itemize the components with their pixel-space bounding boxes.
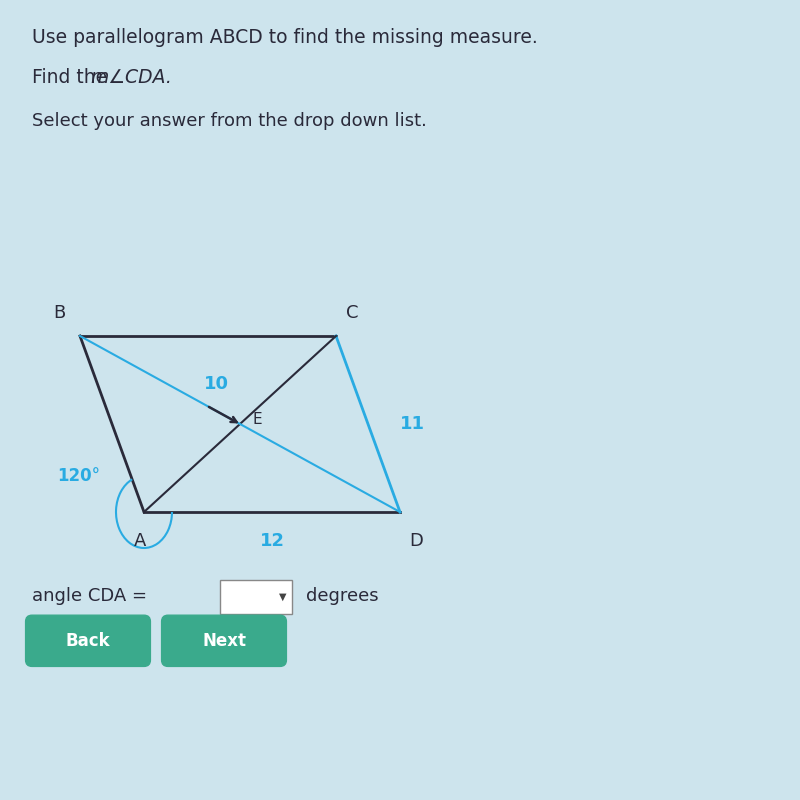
Text: Select your answer from the drop down list.: Select your answer from the drop down li… [32,112,427,130]
Text: 120°: 120° [57,467,100,485]
Text: C: C [346,304,358,322]
Text: Use parallelogram ABCD to find the missing measure.: Use parallelogram ABCD to find the missi… [32,28,538,47]
Text: 10: 10 [203,375,229,393]
Text: Back: Back [66,632,110,650]
FancyBboxPatch shape [162,615,286,666]
FancyBboxPatch shape [220,580,292,614]
Text: A: A [134,532,146,550]
Text: Next: Next [202,632,246,650]
Text: B: B [54,304,66,322]
FancyBboxPatch shape [26,615,150,666]
Text: 12: 12 [259,532,285,550]
Text: D: D [410,532,423,550]
Text: Find the: Find the [32,68,113,87]
Text: degrees: degrees [306,587,379,605]
Text: E: E [252,413,262,427]
Text: 11: 11 [400,415,425,433]
Text: m∠CDA.: m∠CDA. [90,68,172,87]
Text: ▼: ▼ [278,592,286,602]
Text: angle CDA =: angle CDA = [32,587,153,605]
